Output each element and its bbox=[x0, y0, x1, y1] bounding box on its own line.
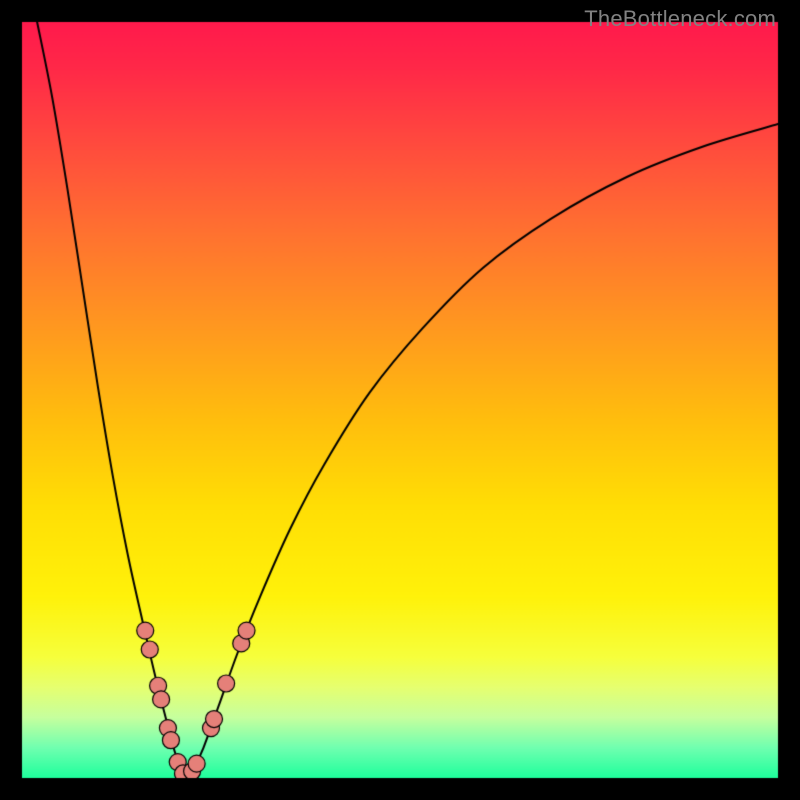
bottleneck-chart-canvas bbox=[0, 0, 800, 800]
watermark-label: TheBottleneck.com bbox=[584, 6, 776, 32]
chart-container: TheBottleneck.com bbox=[0, 0, 800, 800]
